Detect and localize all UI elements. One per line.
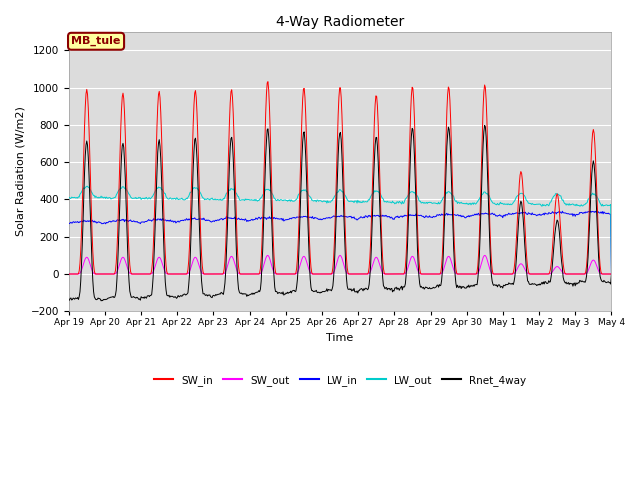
Title: 4-Way Radiometer: 4-Way Radiometer — [276, 15, 404, 29]
Legend: SW_in, SW_out, LW_in, LW_out, Rnet_4way: SW_in, SW_out, LW_in, LW_out, Rnet_4way — [150, 371, 531, 390]
Y-axis label: Solar Radiation (W/m2): Solar Radiation (W/m2) — [15, 107, 25, 236]
Text: MB_tule: MB_tule — [72, 36, 121, 47]
X-axis label: Time: Time — [326, 333, 354, 343]
